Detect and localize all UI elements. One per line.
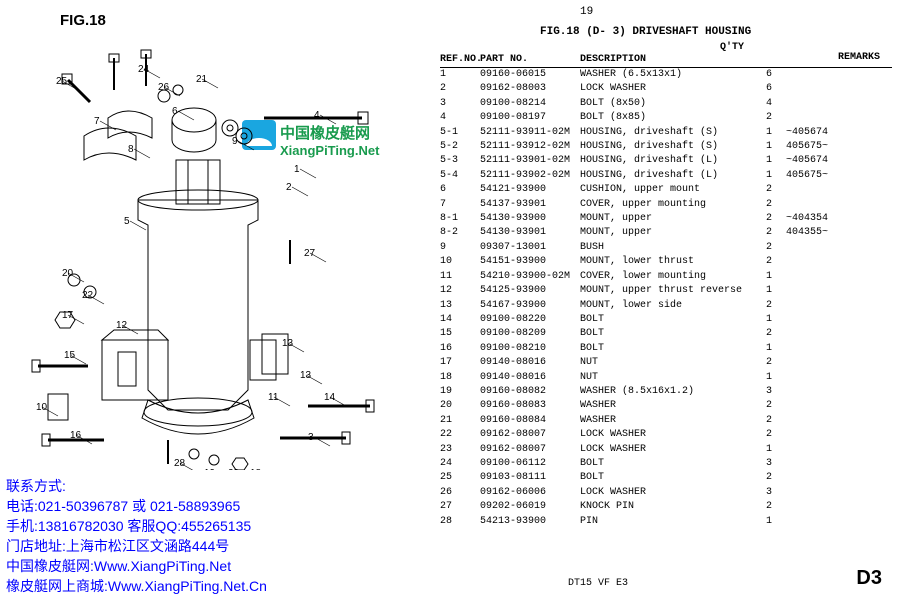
contact-block: 联系方式:电话:021-50396787 或 021-58893965手机:13… (6, 476, 267, 596)
callout-number: 2 (286, 182, 292, 193)
contact-line: 手机:13816782030 客服QQ:455265135 (6, 516, 267, 536)
callout-number: 4 (314, 110, 320, 121)
table-row: 2709202-06019KNOCK PIN2 (440, 500, 892, 514)
callout-number: 3 (308, 432, 314, 443)
table-row: 5-152111-93911-02MHOUSING, driveshaft (S… (440, 126, 892, 140)
contact-line: 电话:021-50396787 或 021-58893965 (6, 496, 267, 516)
table-row: 909307-13001BUSH2 (440, 241, 892, 255)
table-title: FIG.18 (D- 3) DRIVESHAFT HOUSING (540, 26, 751, 38)
table-row: 1154210-93900-02MCOVER, lower mounting1 (440, 270, 892, 284)
table-row: 1709140-08016NUT2 (440, 356, 892, 370)
col-desc: DESCRIPTION (580, 54, 752, 65)
table-row: 209162-08003LOCK WASHER6 (440, 82, 892, 96)
table-row: 1509100-08209BOLT2 (440, 327, 892, 341)
table-row: 1054151-93900MOUNT, lower thrust2 (440, 255, 892, 269)
callout-number: 20 (62, 268, 74, 279)
table-row: 754137-93901COVER, upper mounting2 (440, 198, 892, 212)
callout-number: 6 (172, 106, 178, 117)
table-row: 1409100-08220BOLT1 (440, 313, 892, 327)
callout-number: 9 (232, 136, 238, 147)
table-row: 1254125-93900MOUNT, upper thrust reverse… (440, 284, 892, 298)
table-row: 654121-93900CUSHION, upper mount2 (440, 183, 892, 197)
footer-code: DT15 VF E3 (568, 578, 628, 589)
callout-number: 21 (196, 74, 208, 85)
table-row: 8-254130-93901MOUNT, upper2404355~ (440, 226, 892, 240)
callout-number: 24 (138, 64, 150, 75)
page-number: 19 (580, 6, 593, 18)
callout-number: 18 (250, 468, 262, 470)
table-body: 109160-06015WASHER (6.5x13x1)6209162-080… (440, 68, 892, 529)
exploded-diagram: 25 24 26 21 7 8 6 9 4 12 27 5 20 22 17 12 13 15 10 16 14 11 13… (18, 40, 418, 470)
qty-header-float: Q'TY (720, 42, 744, 53)
col-ref: REF.NO. (440, 54, 480, 65)
callout-number: 13 (300, 370, 312, 381)
col-rem (786, 54, 886, 65)
table-row: 8-154130-93900MOUNT, upper2~404354 (440, 212, 892, 226)
callout-number: 13 (282, 338, 294, 349)
table-row: 1354167-93900MOUNT, lower side2 (440, 299, 892, 313)
contact-line: 橡皮艇网上商城:Www.XiangPiTing.Net.Cn (6, 576, 267, 596)
callout-number: 19 (204, 468, 216, 470)
callout-number: 25 (56, 76, 68, 87)
callout-number: 7 (94, 116, 100, 127)
callout-number: 14 (324, 392, 336, 403)
parts-table: REF.NO. PART NO. DESCRIPTION 109160-0601… (440, 54, 892, 529)
table-row: 1809140-08016NUT1 (440, 371, 892, 385)
table-row: 409100-08197BOLT (8x85)2 (440, 111, 892, 125)
callout-number: 23 (228, 468, 240, 470)
table-row: 1909160-08082WASHER (8.5x16x1.2)3 (440, 385, 892, 399)
contact-line: 联系方式: (6, 476, 267, 496)
table-row: 2609162-06006LOCK WASHER3 (440, 486, 892, 500)
footer-section: D3 (856, 567, 882, 590)
table-row: 2509103-08111BOLT2 (440, 471, 892, 485)
contact-line: 门店地址:上海市松江区文涵路444号 (6, 536, 267, 556)
table-row: 2009160-08083WASHER2 (440, 399, 892, 413)
table-row: 2209162-08007LOCK WASHER2 (440, 428, 892, 442)
callout-number: 10 (36, 402, 48, 413)
table-row: 2409100-06112BOLT3 (440, 457, 892, 471)
callout-number: 16 (70, 430, 82, 441)
col-qty (752, 54, 786, 65)
table-row: 2854213-93900PIN1 (440, 515, 892, 529)
callout-number: 11 (268, 392, 279, 403)
table-row: 5-452111-93902-02MHOUSING, driveshaft (L… (440, 169, 892, 183)
callout-number: 8 (128, 144, 134, 155)
table-row: 309100-08214BOLT (8x50)4 (440, 97, 892, 111)
table-row: 5-352111-93901-02MHOUSING, driveshaft (L… (440, 154, 892, 168)
callout-number: 17 (62, 310, 74, 321)
table-row: 109160-06015WASHER (6.5x13x1)6 (440, 68, 892, 82)
callout-number: 12 (116, 320, 128, 331)
callout-number: 27 (304, 248, 316, 259)
col-part: PART NO. (480, 54, 580, 65)
callout-number: 15 (64, 350, 76, 361)
callout-number: 1 (294, 164, 300, 175)
callout-number: 26 (158, 82, 170, 93)
callout-number: 22 (82, 290, 94, 301)
callout-number: 28 (174, 458, 186, 469)
table-row: 2309162-08007LOCK WASHER1 (440, 443, 892, 457)
figure-label: FIG.18 (60, 12, 106, 29)
table-row: 1609100-08210BOLT1 (440, 342, 892, 356)
table-row: 5-252111-93912-02MHOUSING, driveshaft (S… (440, 140, 892, 154)
table-row: 2109160-08084WASHER2 (440, 414, 892, 428)
contact-line: 中国橡皮艇网:Www.XiangPiTing.Net (6, 556, 267, 576)
callout-number: 5 (124, 216, 130, 227)
table-header-row: REF.NO. PART NO. DESCRIPTION (440, 54, 892, 68)
